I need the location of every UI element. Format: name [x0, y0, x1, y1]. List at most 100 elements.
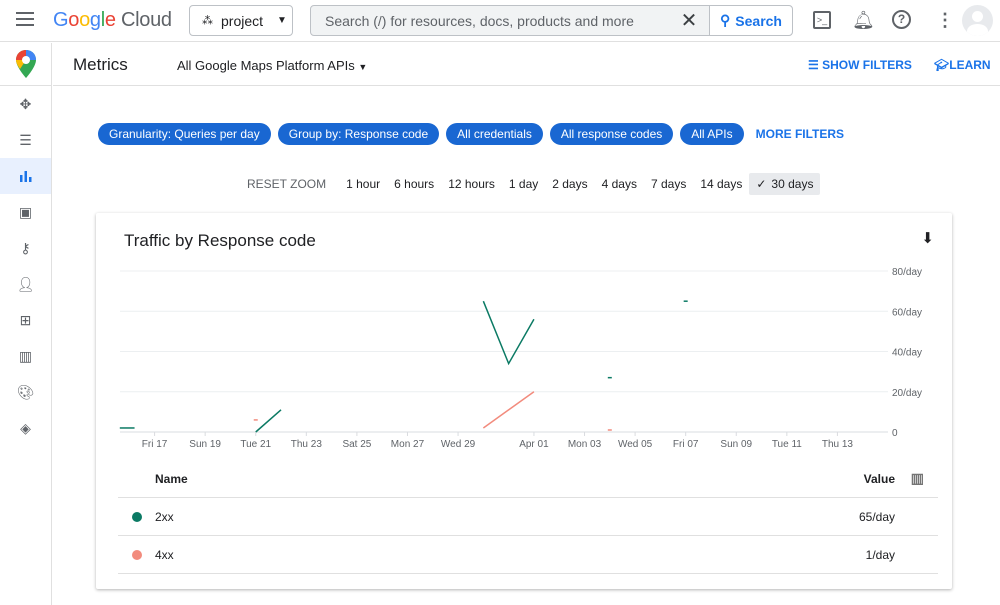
row-name: 2xx	[155, 509, 174, 524]
x-tick-label: Sat 25	[342, 439, 371, 450]
page-header: Metrics All Google Maps Platform APIs ▼ …	[53, 43, 1000, 86]
chip-apis[interactable]: All APIs	[680, 123, 744, 145]
filter-chips: Granularity: Queries per day Group by: R…	[98, 123, 844, 145]
row-name: 4xx	[155, 547, 174, 562]
more-vert-icon[interactable]: ⋮	[936, 10, 954, 30]
filter-icon: ☰	[808, 58, 819, 72]
x-tick-label: Thu 13	[822, 439, 854, 450]
google-cloud-logo[interactable]: Google Cloud	[53, 9, 172, 31]
search-bar[interactable]: Search (/) for resources, docs, products…	[310, 5, 793, 36]
learn-label: LEARN	[949, 58, 991, 72]
chart-card: Traffic by Response code ⬇ 0 20/day 40/day…	[96, 213, 952, 589]
name-header: Name	[155, 471, 188, 486]
layers-icon[interactable]: ◈	[20, 419, 31, 436]
api-selector-label: All Google Maps Platform APIs	[177, 58, 355, 73]
series-color-dot	[132, 511, 142, 522]
zoom-6-hours[interactable]: 6 hours	[394, 177, 435, 191]
metrics-icon[interactable]	[0, 158, 51, 194]
person-icon[interactable]: 👤︎	[16, 275, 35, 292]
x-tick-label: Tue 21	[240, 439, 271, 450]
move-icon[interactable]: ✥	[19, 95, 32, 112]
x-tick-label: Wed 29	[441, 439, 476, 450]
table-header: Name Value ▥	[118, 460, 938, 498]
y-tick-label: 0	[892, 428, 898, 439]
y-tick-label: 80/day	[892, 267, 922, 278]
search-input[interactable]: Search (/) for resources, docs, products…	[325, 12, 634, 29]
search-button[interactable]: ⚲ Search	[709, 6, 792, 35]
chip-response-codes[interactable]: All response codes	[549, 123, 674, 145]
search-icon: ⚲	[720, 12, 731, 28]
maps-logo-icon[interactable]	[0, 43, 51, 86]
x-tick-label: Tue 11	[772, 439, 802, 450]
x-tick-label: Mon 03	[568, 439, 602, 450]
sidebar: ✥ ☰ ▣ ⚷ 👤︎ ⊞ ▥ 🎨︎ ◈	[0, 43, 52, 605]
value-header: Value	[863, 471, 895, 486]
y-tick-label: 60/day	[892, 307, 922, 318]
bell-icon[interactable]: 🔔︎	[852, 10, 875, 30]
apps-icon[interactable]: ⊞	[19, 311, 32, 328]
chip-credentials[interactable]: All credentials	[446, 123, 543, 145]
top-bar: Google Cloud ⁂ project ▼ Search (/) for re…	[0, 0, 1000, 42]
api-selector[interactable]: All Google Maps Platform APIs ▼	[177, 58, 367, 73]
zoom-4-days[interactable]: 4 days	[601, 177, 637, 191]
project-icon: ⁂	[202, 15, 213, 27]
zoom-1-day[interactable]: 1 day	[508, 177, 539, 191]
download-icon[interactable]: ⬇	[921, 230, 934, 247]
chip-granularity[interactable]: Granularity: Queries per day	[98, 123, 271, 145]
quotas-icon[interactable]: ▣	[18, 203, 33, 220]
learn-button[interactable]: 🎓︎LEARN	[934, 58, 991, 72]
reset-zoom-button[interactable]: RESET ZOOM	[247, 177, 327, 191]
zoom-2-days[interactable]: 2 days	[552, 177, 588, 191]
x-tick-label: Sun 19	[189, 439, 221, 450]
chart-title: Traffic by Response code	[124, 231, 316, 250]
x-tick-label: Wed 05	[618, 439, 653, 450]
series-4xx-line	[482, 391, 535, 429]
x-tick-label: Fri 07	[673, 439, 699, 450]
legend-table: Name Value ▥ 2xx 65/day 4xx 1/day	[118, 460, 938, 574]
zoom-30-days[interactable]: ✓ 30 days	[749, 173, 821, 195]
page-title: Metrics	[73, 55, 128, 74]
x-tick-label: Apr 01	[519, 439, 549, 450]
cloud-shell-icon[interactable]: >_	[813, 11, 831, 29]
caret-down-icon: ▼	[358, 62, 368, 72]
x-tick-label: Mon 27	[391, 439, 425, 450]
key-icon[interactable]: ⚷	[20, 239, 31, 256]
row-value: 65/day	[858, 509, 895, 524]
help-icon[interactable]: ?	[892, 10, 911, 29]
zoom-7-days[interactable]: 7 days	[650, 177, 687, 191]
clear-icon[interactable]: ✕	[680, 10, 698, 32]
project-name: project	[221, 12, 264, 29]
palette-icon[interactable]: 🎨︎	[16, 383, 35, 400]
chart: 0 20/day 40/day 60/day 80/day Fri 17 Sun 19 Tue…	[119, 267, 922, 450]
project-selector[interactable]: ⁂ project ▼	[189, 5, 293, 36]
map-icon[interactable]: ▥	[18, 347, 33, 364]
zoom-1-hour[interactable]: 1 hour	[346, 177, 381, 191]
series-2xx-line	[482, 300, 535, 366]
list-icon[interactable]: ☰	[19, 131, 32, 148]
caret-down-icon: ▼	[277, 15, 287, 26]
avatar[interactable]	[962, 5, 993, 36]
x-tick-label: Fri 17	[142, 439, 168, 450]
series-color-dot	[132, 549, 142, 560]
x-tick-label: Thu 23	[291, 439, 323, 450]
table-row[interactable]: 4xx 1/day	[118, 536, 938, 574]
menu-icon[interactable]	[16, 12, 34, 26]
row-value: 1/day	[865, 547, 895, 562]
school-icon: 🎓︎	[934, 58, 950, 72]
chip-group-by[interactable]: Group by: Response code	[277, 123, 440, 145]
y-tick-label: 20/day	[892, 388, 922, 399]
x-tick-label: Sun 09	[720, 439, 752, 450]
table-row[interactable]: 2xx 65/day	[118, 498, 938, 536]
show-filters-button[interactable]: ☰ SHOW FILTERS	[808, 58, 912, 72]
zoom-bar: RESET ZOOM 1 hour 6 hours 12 hours 1 day…	[240, 173, 821, 195]
show-filters-label: SHOW FILTERS	[822, 58, 912, 72]
zoom-30-days-label: 30 days	[771, 177, 814, 191]
search-label: Search	[735, 12, 782, 29]
zoom-12-hours[interactable]: 12 hours	[448, 177, 495, 191]
zoom-14-days[interactable]: 14 days	[700, 177, 743, 191]
more-filters-button[interactable]: MORE FILTERS	[755, 127, 845, 141]
y-tick-label: 40/day	[892, 348, 922, 359]
check-icon: ✓	[756, 177, 767, 191]
series-2xx-line	[255, 409, 282, 433]
columns-icon[interactable]: ▥	[910, 470, 924, 486]
